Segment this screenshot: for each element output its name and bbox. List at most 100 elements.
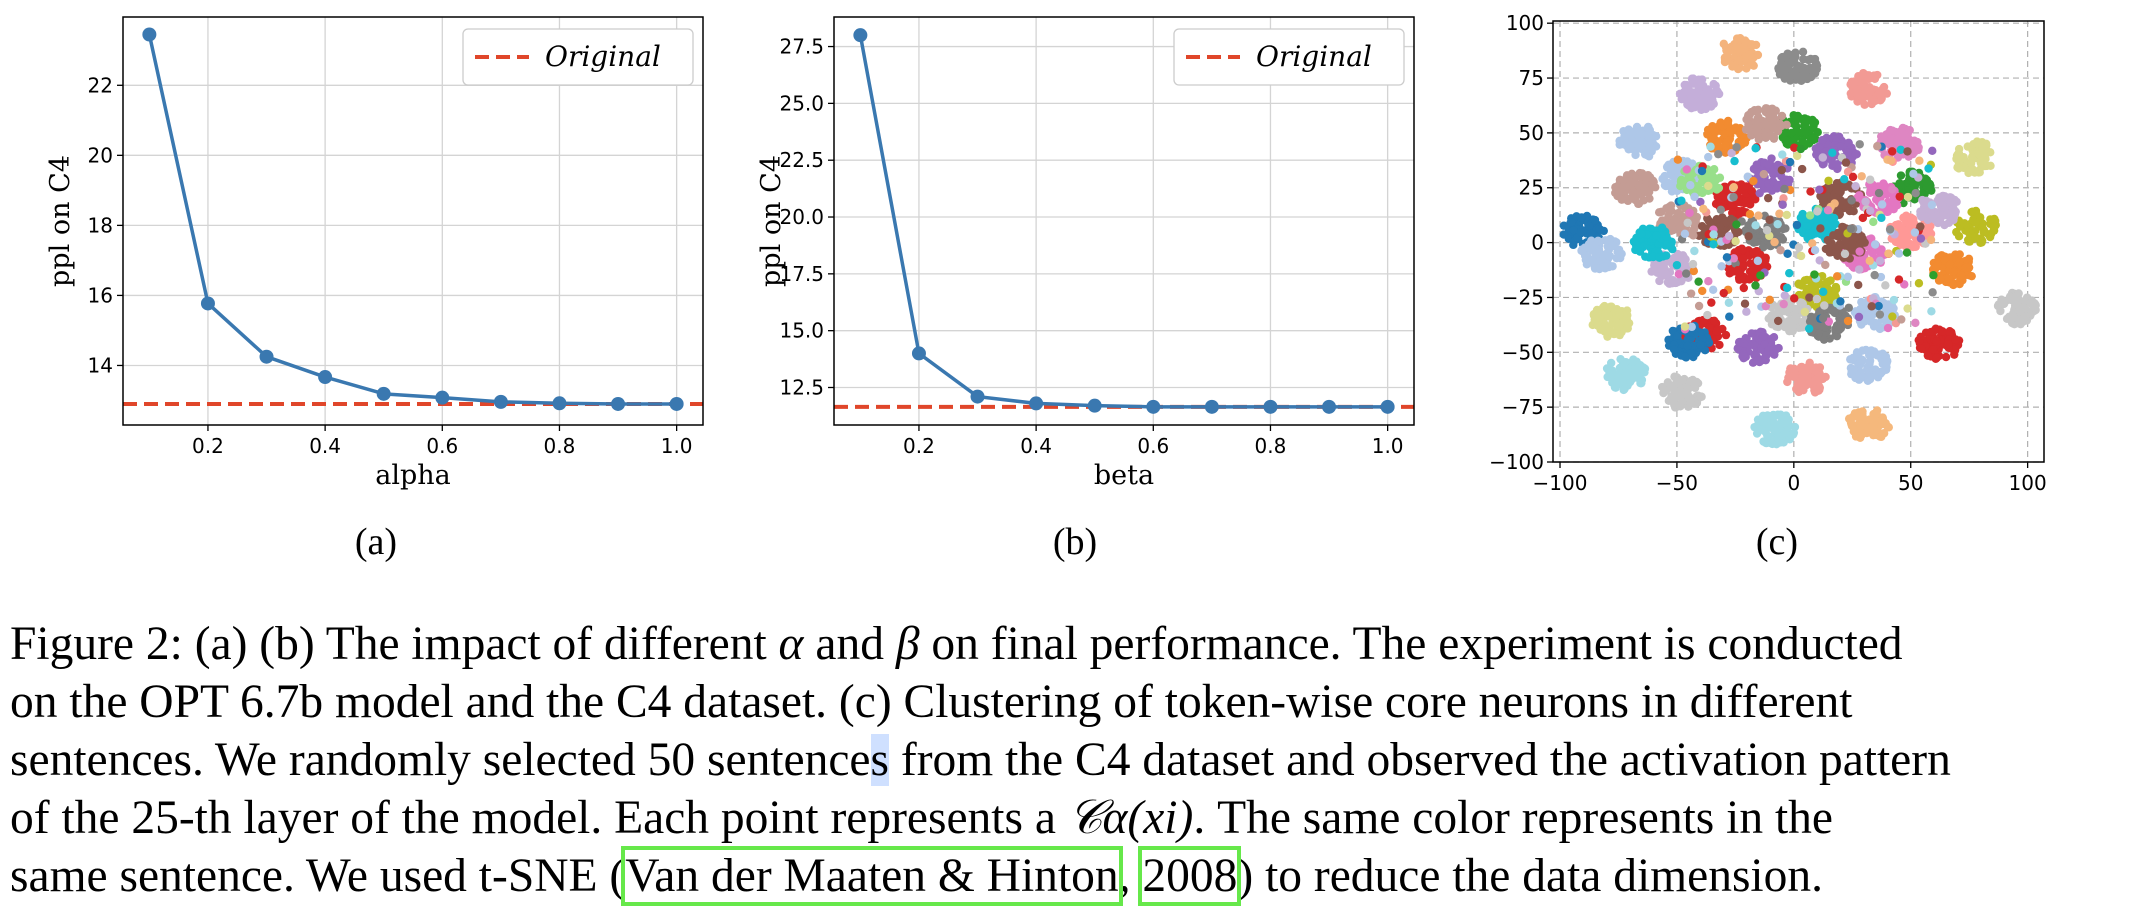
scatter-point [1602,327,1612,336]
scatter-point [1666,242,1675,251]
scatter-cluster [1719,33,1763,74]
citation-link-authors[interactable]: Van der Maaten & Hinton [621,846,1123,906]
x-tick-label: 0.6 [1137,434,1169,458]
scatter-point [1786,303,1795,313]
scatter-point [1748,265,1757,275]
scatter-point [1824,176,1833,185]
scatter-point [1917,344,1926,354]
scatter-point [1719,39,1729,49]
scatter-point [1815,185,1824,194]
scatter-point [1964,254,1974,263]
scatter-point [1606,372,1615,381]
scatter-point [1754,211,1763,220]
scatter-point [1851,181,1860,191]
scatter-point [1694,277,1703,286]
y-tick-label: 16 [88,283,113,307]
scatter-point [1707,298,1716,307]
scatter-point [1703,310,1712,320]
scatter-point [1681,269,1691,278]
scatter-point [1878,419,1887,429]
scatter-point [1971,218,1980,227]
y-tick-label: 22.5 [779,148,824,172]
scatter-point [1706,142,1715,151]
scatter-point [1751,144,1760,153]
scatter-point [1794,243,1804,252]
caption-text: and [803,618,896,670]
scatter-point [1740,44,1749,54]
x-axis-label: alpha [375,460,451,491]
scatter-point [1761,120,1770,129]
scatter-point [1877,88,1887,98]
data-point [1087,398,1102,413]
scatter-point [1771,310,1780,319]
caption-text: on final performance. The experiment is … [919,618,1903,670]
scatter-point [1870,370,1880,380]
scatter-point [1982,161,1992,171]
scatter-point [1859,79,1868,88]
scatter-point [2016,319,2025,329]
scatter-point [1788,322,1797,332]
scatter-point [1683,218,1692,227]
y-tick-label: 25.0 [779,91,824,115]
scatter-point [1667,164,1676,173]
scatter-point [1811,144,1821,153]
scatter-point [1733,266,1742,275]
scatter-point [1767,115,1777,124]
scatter-point [1954,164,1964,173]
text-selection-highlight[interactable]: s [870,734,890,786]
scatter-point [1802,73,1812,82]
data-point [853,28,868,43]
scatter-point [1951,335,1960,344]
scatter-point [1869,322,1879,331]
data-point [1146,399,1161,414]
caption-line-5: same sentence. We used t-SNE (Van der Ma… [10,846,2150,906]
scatter-point [1686,376,1695,386]
scatter-point [1855,241,1864,250]
scatter-point [1954,232,1964,241]
scatter-point [1778,235,1788,244]
scatter-point [1866,206,1875,215]
citation-link-year[interactable]: 2008 [1138,846,1242,906]
scatter-point [1903,192,1913,202]
scatter-point [1634,367,1643,377]
scatter-point [1877,200,1887,209]
scatter-point [1832,160,1841,169]
scatter-point [1722,253,1732,262]
data-point [1204,399,1219,414]
scatter-point [1781,411,1791,420]
formula-c-alpha-xi: 𝒞α(xi) [1067,792,1194,844]
scatter-point [1798,47,1808,57]
scatter-point [1686,289,1696,298]
beta-symbol: β [895,618,920,670]
scatter-point [1867,302,1876,311]
scatter-point [1813,127,1822,137]
x-tick-label: 0.4 [309,434,341,458]
scatter-point [1857,254,1867,264]
scatter-point [1802,128,1812,137]
scatter-cluster [1611,168,1660,209]
data-point [142,27,157,42]
scatter-point [1578,245,1587,254]
scatter-point [1773,316,1783,326]
scatter-cluster [1993,288,2040,329]
y-axis-label: ppl on C4 [756,155,787,287]
scatter-point [1947,193,1956,203]
y-tick-label: 27.5 [779,35,824,59]
scatter-point [1720,129,1729,139]
scatter-point [1813,373,1823,382]
y-tick-label: −25 [1502,285,1544,309]
scatter-point [1807,316,1816,326]
scatter-point [1791,312,1801,322]
scatter-point [1593,236,1603,246]
scatter-point [1864,312,1874,321]
data-point [552,396,567,411]
scatter-point [1763,193,1773,203]
scatter-point [1786,72,1795,81]
scatter-point [1889,140,1898,150]
scatter-point [1629,357,1638,366]
scatter-point [1685,208,1694,218]
scatter-point [1664,211,1673,220]
scatter-point [1963,235,1973,245]
scatter-point [1821,260,1830,270]
scatter-point [1962,221,1972,230]
